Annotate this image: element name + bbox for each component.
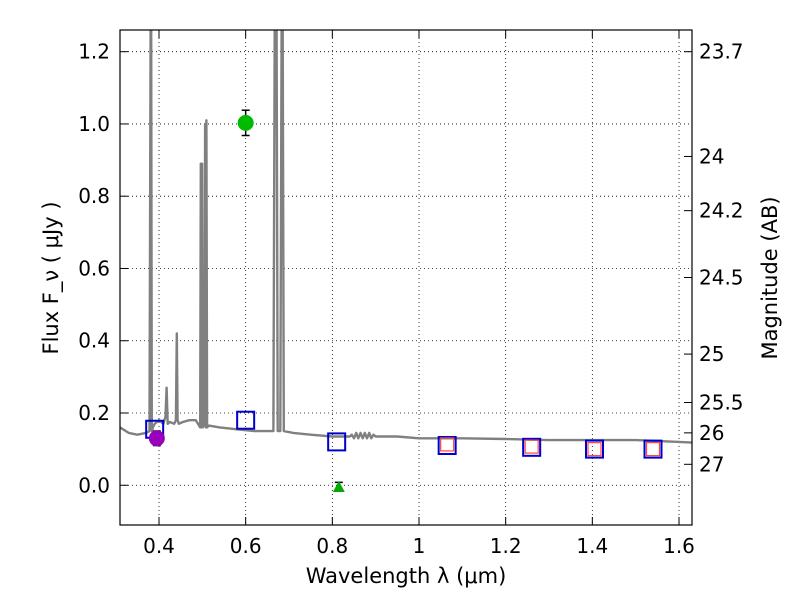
observed-point [148,430,165,447]
axis-ticks: 0.4 0.6 0.8 1 1.2 1.4 1.6 0.0 0.2 0.4 0.6 0.8 1.0 1.2… [78,30,744,558]
observed-square [645,442,661,457]
model-photometry-square [585,439,604,459]
x-tick-label: 1.4 [576,534,608,558]
right-tick-label: 24.2 [699,199,744,223]
observed-square [587,442,602,457]
x-tick-label: 0.8 [316,534,348,558]
right-tick-label: 25 [699,342,724,366]
y-tick-label: 0.4 [78,329,110,353]
model-photometry-square [437,436,457,456]
y-tick-label: 0.0 [78,473,110,497]
x-axis-label: Wavelength λ (μm) [306,564,507,588]
model-photometry-square [643,439,663,459]
right-tick-label: 24 [699,144,724,168]
y-tick-label: 1.2 [78,40,110,64]
right-tick-label: 27 [699,452,724,476]
x-tick-label: 0.6 [230,534,262,558]
y-tick-label: 0.2 [78,401,110,425]
plot-area [120,30,692,492]
y-tick-label: 1.0 [78,112,110,136]
observed-point [237,114,254,131]
x-tick-label: 0.4 [143,534,175,558]
upper-limit-triangle [332,480,345,492]
x-tick-label: 1.6 [663,534,695,558]
observed-square [440,437,455,452]
right-tick-label: 26 [699,421,724,445]
spectrum-line [120,30,692,444]
right-tick-label: 23.7 [699,40,744,64]
y-axis-right-label: Magnitude (AB) [758,196,782,359]
observed-square [524,439,539,454]
model-photometry-square [327,432,347,452]
x-tick-label: 1.2 [490,534,522,558]
model-photometry-square [522,437,542,457]
y-axis-label: Flux F_ν ( μJy ) [39,201,64,354]
y-tick-label: 0.8 [78,184,110,208]
x-tick-label: 1 [413,534,426,558]
y-tick-label: 0.6 [78,256,110,280]
right-tick-label: 24.5 [699,266,744,290]
right-tick-label: 25.5 [699,391,744,415]
model-photometry-square [236,410,256,430]
